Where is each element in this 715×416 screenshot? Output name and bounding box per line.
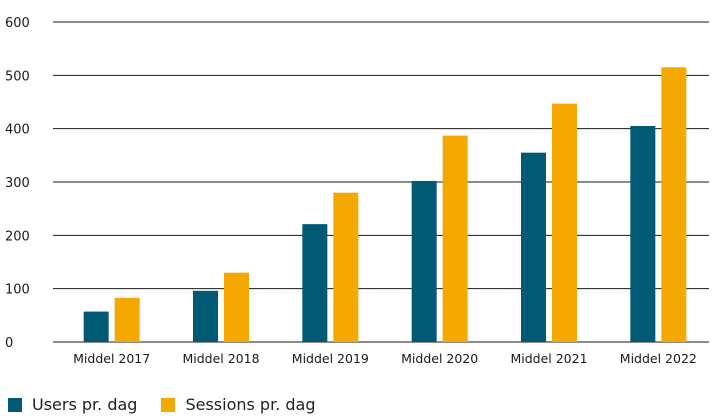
bar-users: [411, 180, 437, 342]
y-tick-label: 0: [5, 336, 13, 351]
bar-users: [193, 290, 218, 342]
bar-sessions: [333, 192, 359, 342]
x-tick-label: Middel 2019: [292, 351, 369, 366]
bar-users: [630, 126, 656, 342]
y-axis-ticks: 0 100 200 300 400 500 600: [5, 16, 30, 351]
legend-item-users: Users pr. dag: [8, 395, 137, 414]
bar-sessions: [114, 297, 140, 342]
legend-swatch-sessions: [161, 397, 176, 412]
y-tick-label: 500: [5, 69, 30, 84]
x-axis-ticks: Middel 2017 Middel 2018 Middel 2019 Middel …: [73, 351, 697, 366]
bar-sessions: [552, 103, 577, 342]
bar-sessions: [661, 67, 687, 342]
bar-sessions: [224, 272, 249, 342]
gridlines: [53, 21, 709, 343]
y-tick-label: 600: [5, 16, 30, 31]
chart-legend: Users pr. dag Sessions pr. dag: [8, 395, 315, 414]
y-tick-label: 100: [5, 283, 30, 298]
legend-label-users: Users pr. dag: [32, 395, 138, 414]
x-tick-label: Middel 2018: [182, 351, 259, 366]
bar-users: [302, 224, 328, 342]
legend-item-sessions: Sessions pr. dag: [161, 395, 315, 414]
bar-users: [521, 152, 546, 342]
x-tick-label: Middel 2020: [401, 351, 478, 366]
x-tick-label: Middel 2021: [510, 351, 587, 366]
bar-users: [83, 311, 109, 342]
bar-sessions: [442, 135, 468, 342]
y-tick-label: 200: [5, 229, 30, 244]
x-tick-label: Middel 2022: [620, 351, 697, 366]
bars: [83, 67, 687, 342]
y-tick-label: 300: [5, 176, 30, 191]
y-tick-label: 400: [5, 123, 30, 138]
x-tick-label: Middel 2017: [73, 351, 150, 366]
legend-swatch-users: [8, 397, 22, 412]
legend-label-sessions: Sessions pr. dag: [185, 395, 316, 414]
